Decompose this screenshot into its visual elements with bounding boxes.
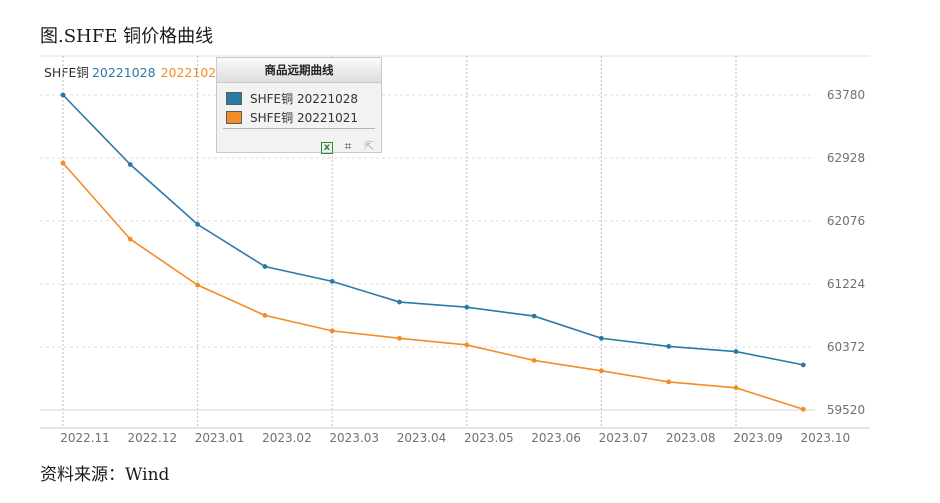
legend-swatch-20221028 [226, 92, 242, 105]
y-tick-label: 62076 [827, 214, 865, 228]
y-tick-label: 62928 [827, 151, 865, 165]
chart-header-date-1: 20221028 [91, 65, 156, 80]
legend-label-20221021: SHFE铜 20221021 [250, 111, 359, 125]
x-tick-label: 2023.09 [733, 431, 783, 445]
expand-icon[interactable]: ⇱ [363, 139, 375, 153]
data-point [60, 92, 66, 98]
data-point [531, 313, 537, 319]
figure-title: 图.SHFE 铜价格曲线 [40, 26, 214, 47]
data-point [599, 368, 604, 374]
chart-header-date-2: 20221021 [160, 65, 225, 80]
excel-export-icon[interactable]: x [321, 142, 333, 154]
x-tick-label: 2023.04 [397, 431, 447, 445]
legend-toolbar: x ⌗ ⇱ [312, 135, 375, 154]
y-tick-label: 61224 [827, 277, 865, 291]
legend-title[interactable]: 商品远期曲线 [217, 58, 381, 83]
data-point [464, 342, 470, 348]
y-tick-label: 60372 [827, 340, 865, 354]
data-point [397, 299, 402, 305]
legend-item-20221021[interactable]: SHFE铜 20221021 [226, 109, 358, 125]
data-point [60, 160, 66, 166]
data-point [195, 282, 201, 288]
data-point [127, 236, 133, 242]
data-point [397, 335, 402, 341]
x-tick-label: 2022.11 [60, 431, 110, 445]
x-tick-label: 2023.06 [531, 431, 581, 445]
x-tick-label: 2023.02 [262, 431, 312, 445]
data-point [733, 385, 739, 391]
x-tick-label: 2023.01 [195, 431, 245, 445]
legend-panel[interactable]: 商品远期曲线 SHFE铜 20221028 SHFE铜 20221021 x ⌗ ⇱ [216, 57, 382, 154]
data-point [127, 162, 133, 167]
chart-header: SHFE铜 20221028 20221021 [44, 62, 224, 81]
data-point [800, 362, 806, 368]
data-point [666, 344, 672, 349]
chart-grid [40, 55, 870, 428]
chart-series [60, 92, 806, 412]
data-point [666, 379, 672, 385]
x-tick-label: 2023.08 [666, 431, 716, 445]
x-tick-label: 2023.03 [329, 431, 379, 445]
data-point [464, 304, 470, 310]
data-point [262, 264, 268, 269]
legend-label-20221028: SHFE铜 20221028 [250, 92, 359, 106]
data-point [733, 349, 739, 354]
chart-axes: 2022.11 2022.12 2023.01 2023.02 2023.03 2023.… [40, 88, 870, 445]
x-tick-label: 2022.12 [127, 431, 177, 445]
data-point [531, 358, 537, 363]
y-tick-label: 59520 [827, 403, 865, 417]
data-point [329, 278, 335, 284]
data-point [329, 328, 335, 334]
series-line-20221028 [62, 94, 804, 366]
chart-header-label: SHFE铜 [44, 65, 89, 80]
data-point [195, 222, 201, 227]
series-line-20221021 [62, 162, 804, 411]
x-tick-label: 2023.05 [464, 431, 514, 445]
data-point [800, 406, 806, 412]
y-tick-label: 63780 [827, 88, 865, 102]
data-point [262, 312, 268, 318]
x-tick-label: 2023.10 [800, 431, 850, 445]
source-note: 资料来源：Wind [40, 465, 170, 485]
legend-item-20221028[interactable]: SHFE铜 20221028 [226, 90, 358, 106]
data-point [599, 335, 604, 341]
legend-divider [223, 128, 375, 129]
crop-icon[interactable]: ⌗ [344, 139, 352, 153]
legend-swatch-20221021 [226, 111, 242, 124]
x-tick-label: 2023.07 [599, 431, 649, 445]
